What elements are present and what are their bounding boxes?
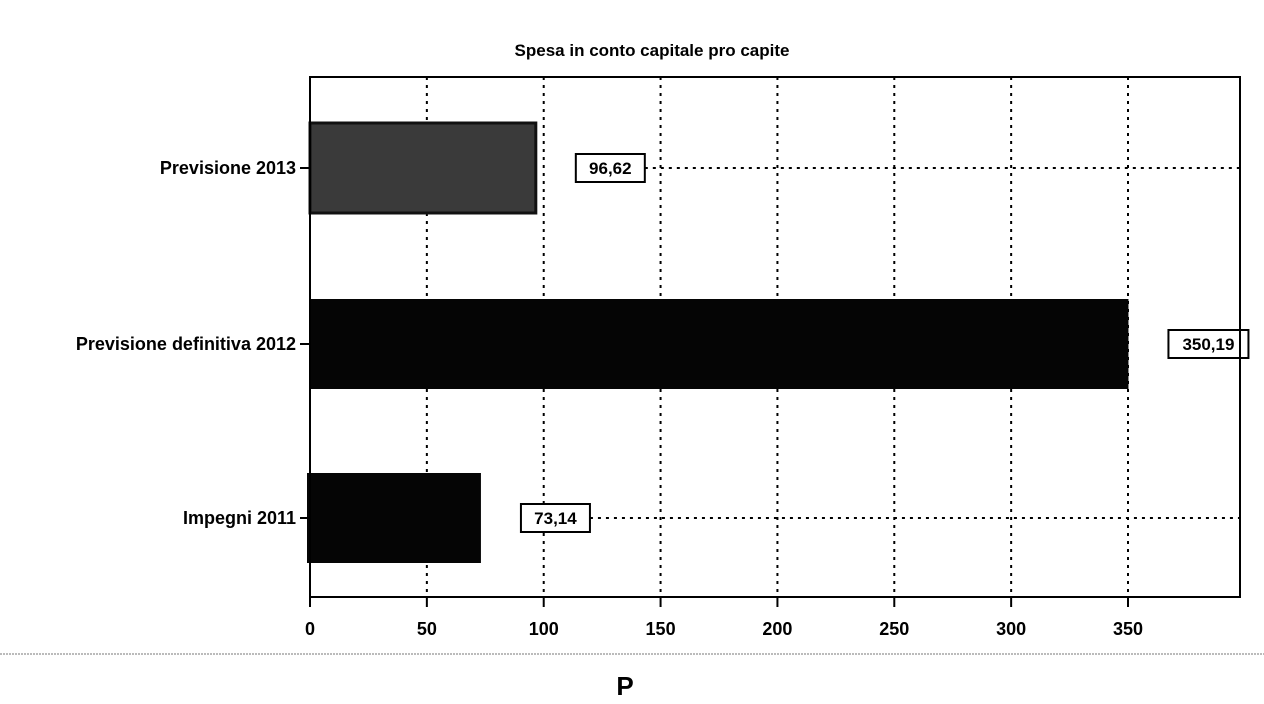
value-label-box — [1167, 329, 1250, 359]
category-label: Impegni 2011 — [183, 508, 296, 528]
x-tick-label: 150 — [646, 619, 676, 639]
data-labels: 96,62 350,19 73,14 — [519, 153, 1250, 533]
label-connectors — [589, 167, 1240, 519]
value-label-box — [574, 153, 646, 183]
x-tick-label: 100 — [529, 619, 559, 639]
plot-frame — [309, 76, 1241, 598]
value-label: 96,62 — [589, 159, 632, 178]
x-tick-label: 250 — [879, 619, 909, 639]
bar-1 — [310, 299, 1129, 389]
category-label: Previsione 2013 — [160, 158, 296, 178]
x-tick-label: 350 — [1113, 619, 1143, 639]
bar-0 — [308, 121, 538, 215]
x-tick-label: 200 — [762, 619, 792, 639]
x-tick-label: 50 — [417, 619, 437, 639]
bar-2 — [307, 473, 481, 563]
page-letter: P — [616, 671, 633, 701]
chart-title: Spesa in conto capitale pro capite — [515, 41, 790, 60]
value-label: 350,19 — [1182, 335, 1234, 354]
x-tick-label: 300 — [996, 619, 1026, 639]
bars — [307, 121, 1129, 563]
category-label: Previsione definitiva 2012 — [76, 334, 296, 354]
value-label: 73,14 — [534, 509, 577, 528]
axes: 0 50 100 150 200 250 300 350 Previsione 2013 Prev… — [76, 158, 1143, 639]
value-label-box — [519, 503, 591, 533]
x-tick-label: 0 — [305, 619, 315, 639]
